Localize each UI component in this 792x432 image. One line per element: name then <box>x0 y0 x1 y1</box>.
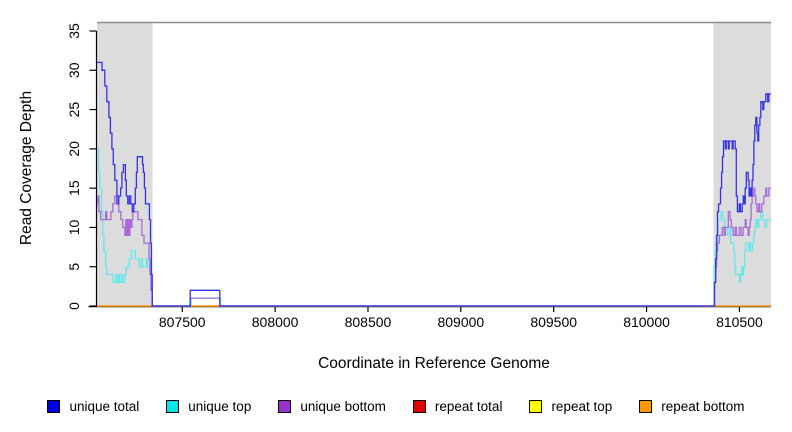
legend-swatch-repeat-bottom <box>639 399 653 413</box>
y-tick-label: 25 <box>66 102 82 118</box>
x-tick-label: 808500 <box>345 314 392 330</box>
x-tick-label: 809000 <box>437 314 484 330</box>
y-tick-label: 15 <box>66 180 82 196</box>
x-tick-label: 810500 <box>716 314 763 330</box>
legend-item-repeat-total: repeat total <box>412 398 503 414</box>
plot-area: 807500 808000 808500 809000 809500 810000 8105… <box>66 21 771 330</box>
legend-label-unique-top: unique top <box>188 398 252 414</box>
legend-label-repeat-bottom: repeat bottom <box>661 398 745 414</box>
legend-swatch-unique-bottom <box>278 399 292 413</box>
y-tick-label: 5 <box>66 263 82 271</box>
x-tick-label: 810000 <box>623 314 670 330</box>
legend-item-repeat-top: repeat top <box>529 399 612 414</box>
y-axis-title: Read Coverage Depth <box>18 90 35 246</box>
y-tick-label: 20 <box>66 141 82 157</box>
legend-item-unique-bottom: unique bottom <box>278 399 386 414</box>
y-tick-label: 35 <box>66 23 82 39</box>
legend-swatch-repeat-total <box>412 399 426 413</box>
legend-swatch-repeat-top <box>529 399 543 413</box>
x-tick-label: 809500 <box>530 314 577 330</box>
y-tick-label: 30 <box>66 62 82 78</box>
legend-swatch-unique-total <box>47 399 61 413</box>
legend-label-repeat-top: repeat top <box>551 398 613 414</box>
x-tick-label: 807500 <box>159 314 206 330</box>
legend-label-unique-bottom: unique bottom <box>300 398 386 414</box>
legend-item-unique-top: unique top <box>166 399 251 414</box>
legend-label-repeat-total: repeat total <box>434 398 503 414</box>
y-tick-label: 10 <box>66 219 82 235</box>
series-unique-top <box>97 148 771 307</box>
legend: unique total unique top unique bottom repea… <box>0 396 792 416</box>
legend-swatch-unique-top <box>166 399 180 413</box>
legend-item-repeat-bottom: repeat bottom <box>639 398 745 414</box>
series-unique-total <box>97 61 771 307</box>
x-tick-label: 808000 <box>252 314 299 330</box>
x-axis-title: Coordinate in Reference Genome <box>318 355 550 372</box>
series-unique-bottom <box>97 187 771 307</box>
legend-item-unique-total: unique total <box>47 399 139 414</box>
legend-label-unique-total: unique total <box>69 398 140 414</box>
y-tick-label: 0 <box>66 302 82 310</box>
